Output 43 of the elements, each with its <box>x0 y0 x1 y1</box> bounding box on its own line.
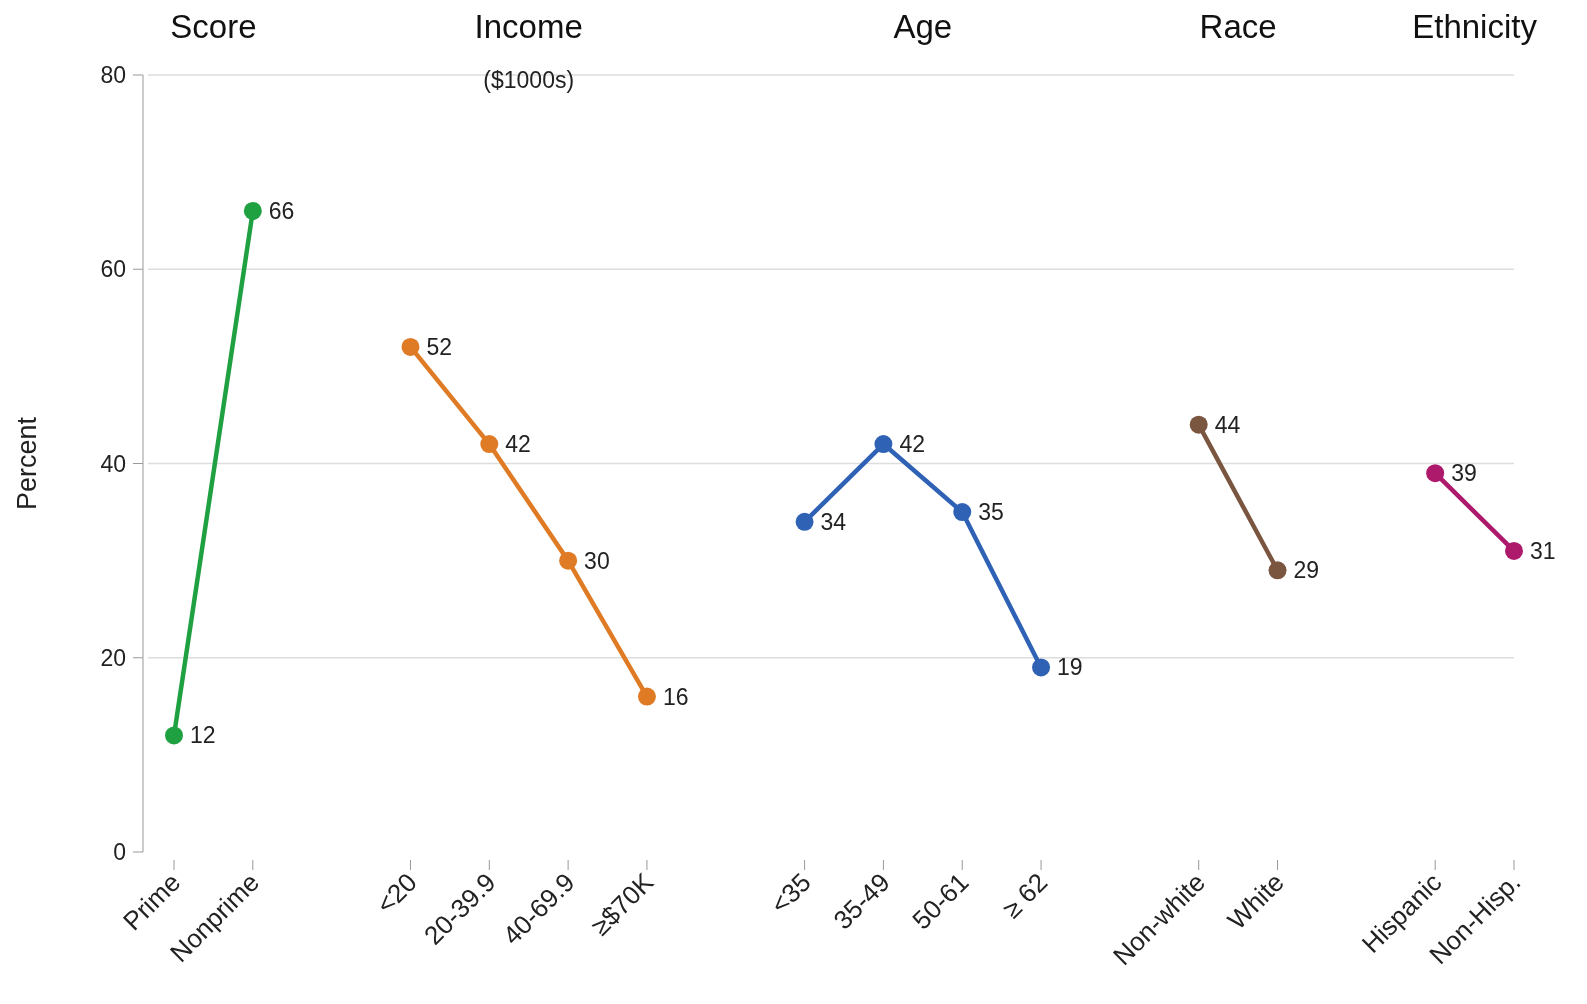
point <box>953 503 972 522</box>
text: Age <box>893 8 953 45</box>
data-label: 52 <box>426 333 453 360</box>
point <box>243 201 262 220</box>
data-label: 35 <box>978 499 1004 526</box>
data-label: 31 <box>1530 537 1556 564</box>
point <box>1505 541 1523 560</box>
y-tick-label: 60 <box>100 256 126 283</box>
data-label: 42 <box>899 431 926 458</box>
text: Score <box>170 8 257 45</box>
point <box>874 435 893 454</box>
point <box>795 512 814 531</box>
x-tick-label: <20 <box>370 867 423 920</box>
y-axis-title: Percent <box>12 416 42 511</box>
x-tick-label: ≥ 62 <box>996 867 1054 924</box>
text: Race <box>1199 8 1277 45</box>
data-label: 39 <box>1451 460 1477 487</box>
data-label: 29 <box>1293 557 1320 584</box>
data-label: 12 <box>190 722 216 749</box>
data-label: 16 <box>662 683 689 710</box>
point <box>165 726 183 745</box>
data-label: 34 <box>820 508 847 535</box>
text: Ethnicity <box>1412 8 1538 45</box>
data-label: 66 <box>268 197 295 224</box>
y-tick-label: 0 <box>113 839 126 865</box>
data-label: 44 <box>1214 411 1241 438</box>
point <box>559 551 578 570</box>
point <box>1189 415 1208 434</box>
point <box>1032 658 1051 677</box>
point <box>401 337 420 356</box>
x-tick-label: <35 <box>764 867 817 920</box>
point <box>1268 561 1287 580</box>
data-label: 42 <box>505 431 531 458</box>
point <box>637 687 656 706</box>
y-tick-label: 20 <box>100 644 126 671</box>
y-tick-label: 80 <box>100 62 126 88</box>
text: Income <box>474 8 583 45</box>
data-label: 30 <box>584 547 610 574</box>
annotation: ($1000s) <box>483 67 575 93</box>
point <box>1426 464 1445 483</box>
data-label: 19 <box>1057 654 1083 681</box>
y-tick-label: 40 <box>100 450 126 477</box>
point <box>480 435 499 454</box>
